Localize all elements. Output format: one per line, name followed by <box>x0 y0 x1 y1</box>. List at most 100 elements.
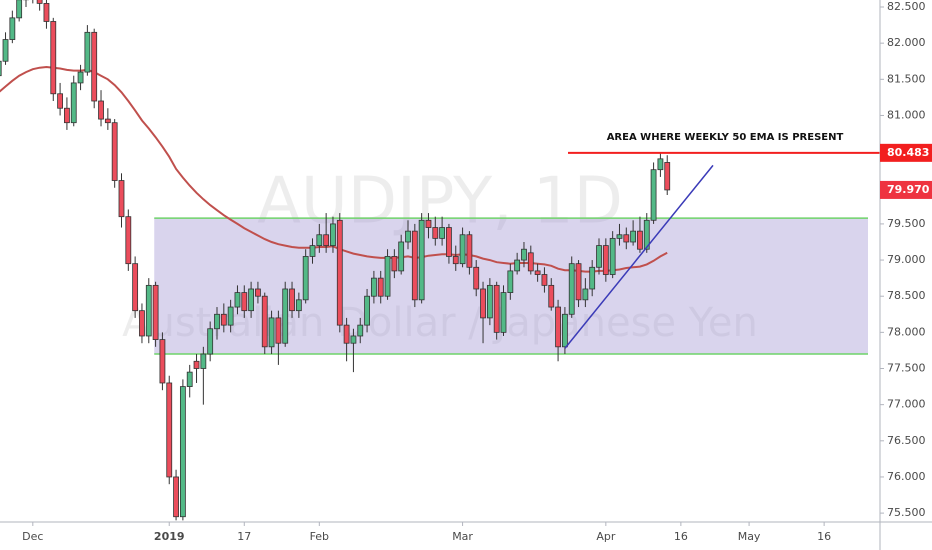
y-tick-label: 77.500 <box>887 362 926 375</box>
candle-body <box>159 339 166 384</box>
candle-body <box>609 237 616 275</box>
candle-body <box>57 93 63 109</box>
candle-body <box>275 317 282 344</box>
watermark: AUDJPY, 1D <box>257 165 623 239</box>
candle-body <box>241 292 248 312</box>
y-tick-label: 76.000 <box>887 470 926 483</box>
y-tick-label: 75.500 <box>887 506 926 519</box>
candle-body <box>84 31 91 73</box>
candle-body <box>91 31 98 102</box>
candle-body <box>132 263 139 312</box>
candle-body <box>616 234 623 239</box>
candle-body <box>493 284 500 333</box>
candle-body <box>480 288 486 319</box>
x-tick-label: 17 <box>237 530 251 543</box>
x-tick-label: 2019 <box>154 530 185 543</box>
candle-body <box>282 288 289 344</box>
candle-body <box>330 223 336 247</box>
candle-body <box>248 288 255 312</box>
candle-body <box>521 248 527 261</box>
y-tick-label: 82.500 <box>887 0 926 13</box>
candle-body <box>623 234 630 243</box>
candle-body <box>425 219 432 228</box>
x-tick-label: Apr <box>596 530 616 543</box>
plot-area <box>0 0 880 521</box>
x-tick-label: 16 <box>674 530 688 543</box>
candle-body <box>439 227 446 239</box>
candle-body <box>657 158 664 171</box>
price-label: 80.483 <box>887 146 929 159</box>
candle-body <box>98 100 104 120</box>
candle-body <box>336 219 343 326</box>
candle-body <box>64 107 70 124</box>
candle-body <box>179 386 186 518</box>
x-tick-label: Mar <box>452 530 473 543</box>
candle-body <box>602 245 609 275</box>
x-tick-label: May <box>738 530 761 543</box>
y-tick-label: 82.000 <box>887 36 926 49</box>
candle-body <box>432 227 439 239</box>
y-tick-label: 81.000 <box>887 108 926 121</box>
candle-body <box>514 259 521 272</box>
candle-body <box>548 284 555 308</box>
candle-body <box>43 2 50 22</box>
candle-body <box>152 284 159 340</box>
candle-body <box>2 39 9 62</box>
candle-body <box>350 335 357 344</box>
candle-body <box>227 306 234 326</box>
candle-body <box>459 234 466 265</box>
y-tick-label: 79.500 <box>887 217 926 230</box>
candle-body <box>145 284 152 337</box>
candle-body <box>214 313 220 330</box>
candle-body <box>186 371 193 387</box>
candle-body <box>507 270 514 293</box>
candle-body <box>207 328 214 355</box>
candle-body <box>323 234 330 247</box>
y-tick-label: 79.000 <box>887 253 926 266</box>
y-tick-label: 81.500 <box>887 72 926 85</box>
candle-body <box>664 162 671 191</box>
annotation: AREA WHERE WEEKLY 50 EMA IS PRESENT <box>607 132 844 143</box>
candle-body <box>534 270 541 275</box>
price-label-box <box>880 143 932 162</box>
candle-body <box>391 256 398 272</box>
candle-body <box>486 284 493 319</box>
candle-body <box>527 252 534 272</box>
candle-body <box>77 71 84 84</box>
x-tick-label: 16 <box>817 530 831 543</box>
candle-body <box>343 324 350 344</box>
candle-body <box>411 230 418 301</box>
trendline <box>564 164 714 349</box>
candle-body <box>568 263 575 315</box>
x-tick-label: Feb <box>310 530 329 543</box>
price-label-box <box>880 180 932 199</box>
candle-body <box>562 313 568 348</box>
candle-body <box>500 292 507 333</box>
candle-body <box>370 277 377 297</box>
candle-body <box>36 0 43 4</box>
candle-body <box>193 360 200 369</box>
candle-body <box>0 60 2 77</box>
candle-body <box>575 263 582 301</box>
candle-body <box>589 266 596 290</box>
candle-body <box>9 17 16 40</box>
candle-body <box>234 292 241 308</box>
candle-body <box>357 324 364 337</box>
price-label: 79.970 <box>887 183 930 196</box>
candle-body <box>111 122 118 181</box>
candle-body <box>200 353 207 369</box>
y-tick-label: 78.000 <box>887 325 926 338</box>
candle-body <box>289 288 295 312</box>
candle-body <box>118 180 125 218</box>
y-tick-label: 77.000 <box>887 398 926 411</box>
candle-body <box>139 310 145 337</box>
candle-body <box>125 216 132 265</box>
candle-body <box>418 219 425 301</box>
candle-body <box>405 230 411 243</box>
candle-body <box>166 382 173 478</box>
candle-body <box>541 274 548 286</box>
candle-body <box>104 118 111 124</box>
candle-body <box>466 234 473 268</box>
candle-body <box>173 476 179 518</box>
candle-body <box>364 295 370 326</box>
